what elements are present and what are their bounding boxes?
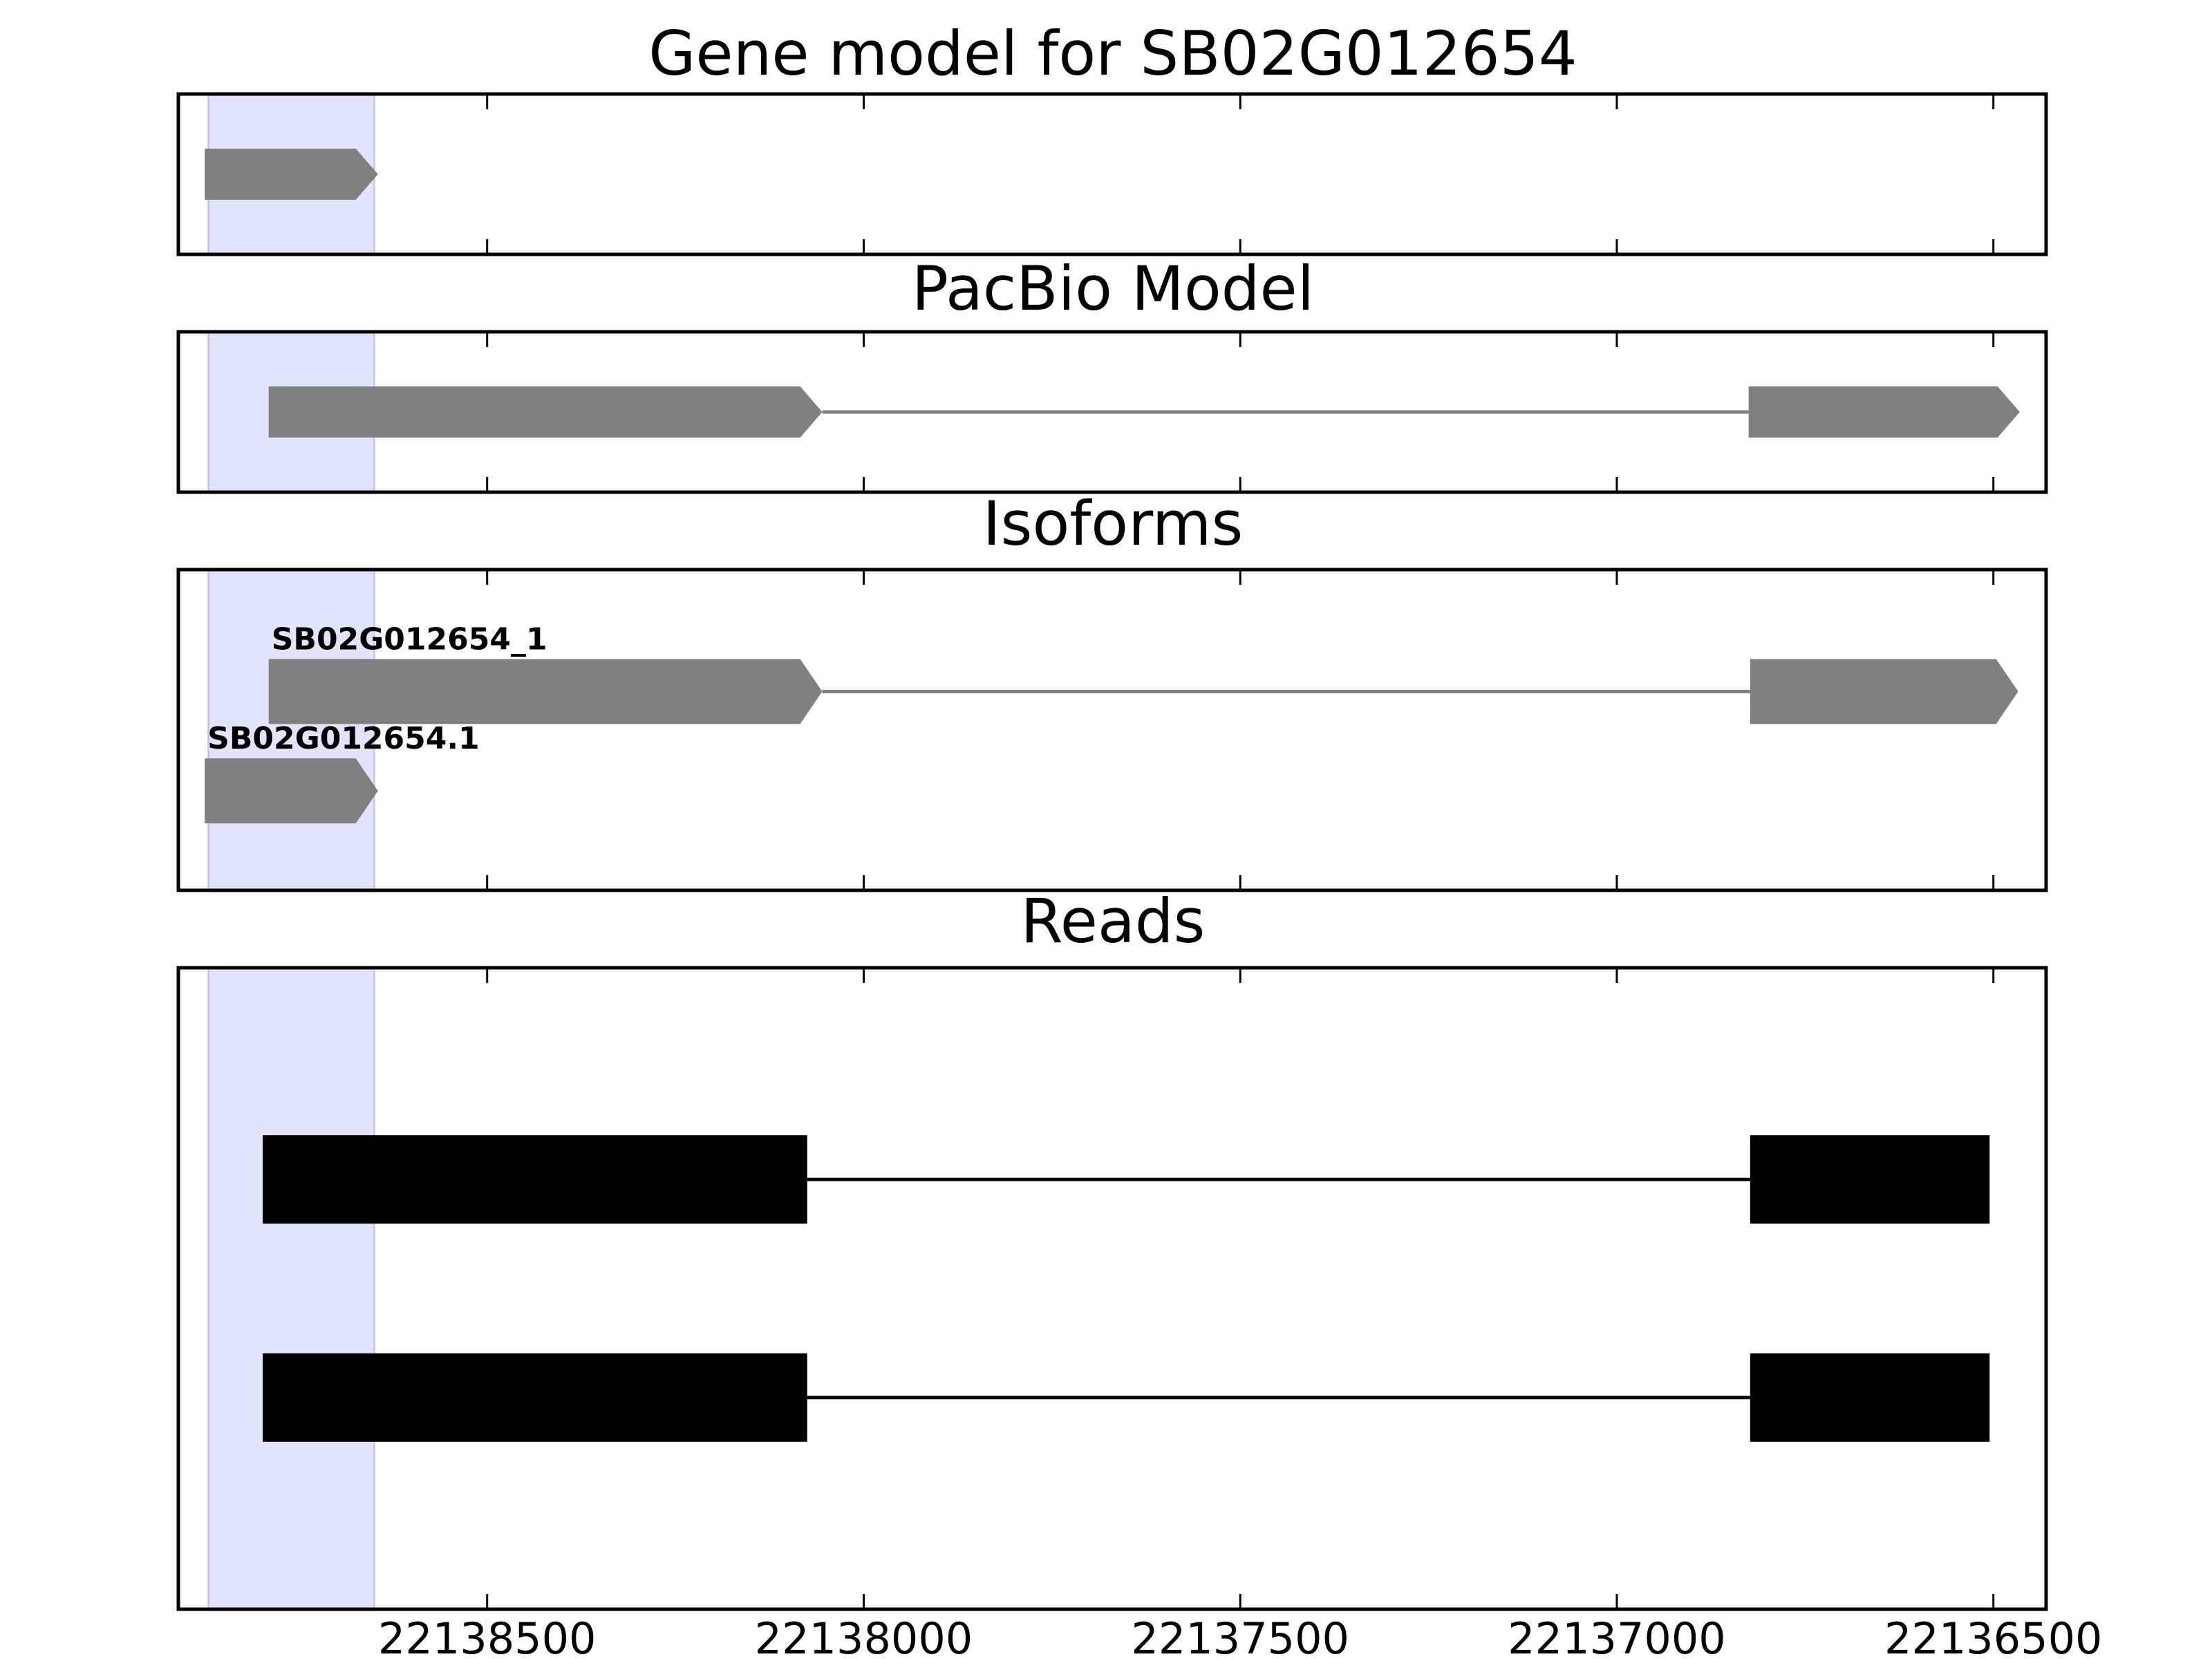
x-tick-label: 22138500 bbox=[378, 1613, 597, 1659]
isoforms-features: SB02G012654_1 SB02G012654.1 bbox=[205, 621, 2018, 824]
isoform-label: SB02G012654_1 bbox=[272, 621, 547, 657]
x-axis-tick-labels: 22138500 22138000 22137500 22137000 22136500 bbox=[378, 1613, 2103, 1659]
isoforms-panel: Isoforms SB02G012654_1 SB02G012654.1 bbox=[176, 488, 2048, 892]
isoforms-ticks bbox=[486, 570, 1995, 890]
pacbio-model-exon bbox=[268, 386, 823, 438]
pacbio-model-exon bbox=[1748, 386, 2020, 438]
x-tick-label: 22136500 bbox=[1884, 1613, 2103, 1659]
isoforms-frame bbox=[176, 568, 2048, 892]
pacbio-model-frame bbox=[176, 330, 2048, 494]
pacbio-model-features bbox=[268, 386, 2020, 438]
isoforms-exon bbox=[268, 659, 823, 724]
x-tick-label: 22137000 bbox=[1508, 1613, 1726, 1659]
reads-panel: Reads bbox=[176, 885, 2048, 1611]
reads-features bbox=[263, 1135, 1990, 1442]
pacbio-model-panel: PacBio Model bbox=[176, 253, 2048, 494]
x-tick-label: 22137500 bbox=[1131, 1613, 1349, 1659]
gene-model-title: Gene model for SB02G012654 bbox=[648, 18, 1577, 89]
reads-ticks bbox=[486, 968, 1995, 1609]
isoforms-highlight bbox=[207, 568, 375, 892]
gene-model-frame bbox=[176, 92, 2048, 256]
read-block bbox=[1750, 1353, 1990, 1442]
gene-model-exon bbox=[205, 149, 378, 200]
read-block bbox=[263, 1353, 807, 1442]
isoform-label: SB02G012654.1 bbox=[207, 721, 480, 756]
isoforms-title: Isoforms bbox=[983, 488, 1244, 559]
reads-highlight bbox=[207, 966, 375, 1611]
pacbio-model-title: PacBio Model bbox=[912, 253, 1314, 324]
read-block bbox=[1750, 1135, 1990, 1224]
x-tick-label: 22138000 bbox=[755, 1613, 973, 1659]
pacbio-model-ticks bbox=[486, 332, 1995, 492]
reads-frame bbox=[176, 966, 2048, 1611]
read-block bbox=[263, 1135, 807, 1224]
gene-model-panel: Gene model for SB02G012654 bbox=[176, 18, 2048, 256]
isoforms-exon bbox=[1750, 659, 2018, 724]
gene-model-features bbox=[205, 149, 378, 200]
isoforms-exon bbox=[205, 758, 378, 824]
reads-title: Reads bbox=[1021, 885, 1206, 957]
gene-model-ticks bbox=[486, 94, 1995, 254]
